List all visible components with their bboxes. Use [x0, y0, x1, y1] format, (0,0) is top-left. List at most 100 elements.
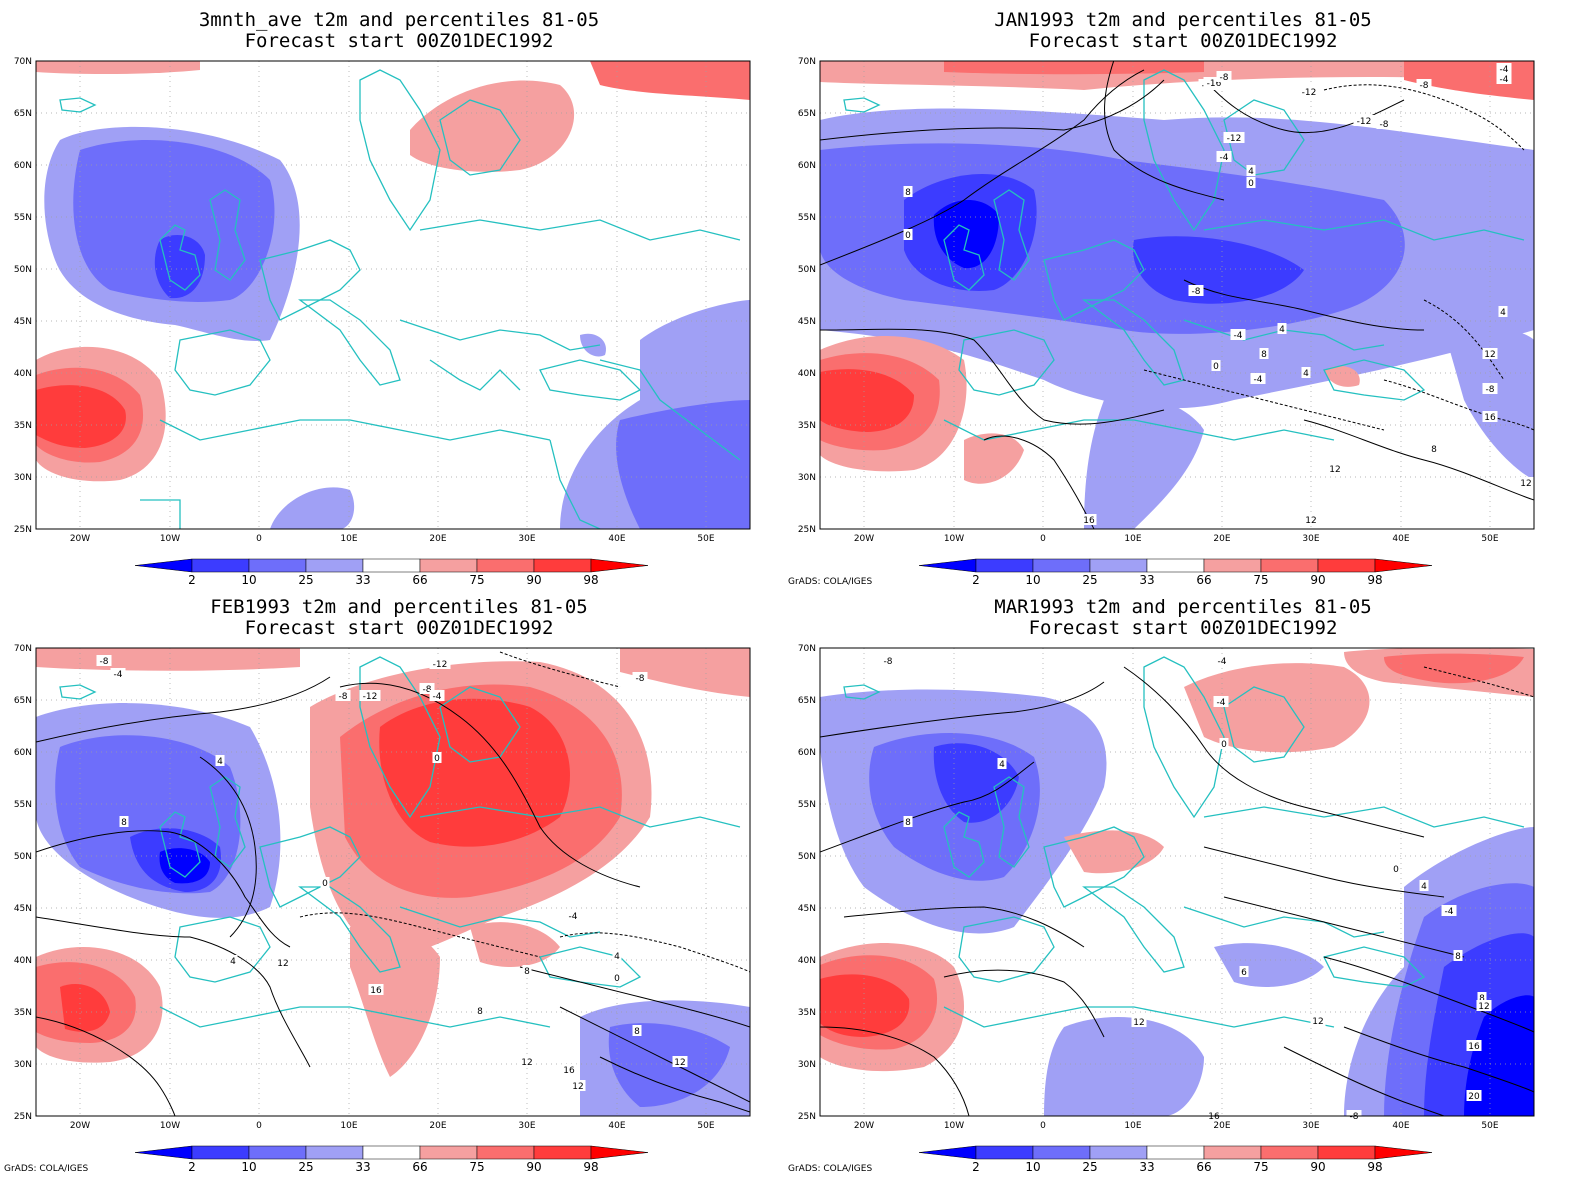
colorbar-tick-label: 90 — [1310, 1160, 1325, 1174]
temperature-contours — [820, 666, 1534, 1116]
contour-label: -8 — [339, 692, 348, 702]
colorbar: 2 10 25 33 66 75 90 98 — [918, 1145, 1433, 1174]
colorbar-tick-label: 75 — [469, 1160, 484, 1174]
contour-label-bg — [1239, 966, 1249, 977]
colorbar-tick-label: 90 — [526, 1160, 541, 1174]
contour-label-bg — [1482, 383, 1498, 394]
svg-text:0: 0 — [1040, 534, 1046, 544]
contour-label-bg — [1216, 71, 1232, 82]
svg-text:60N: 60N — [14, 748, 32, 758]
contour-label: -4 — [1500, 65, 1509, 75]
lat-lon-grid — [820, 648, 1534, 1116]
colorbar-tick-label: 66 — [412, 1160, 427, 1174]
colorbar-segment — [476, 1145, 535, 1160]
colorbar-segment — [1374, 558, 1433, 573]
svg-text:35N: 35N — [14, 421, 32, 431]
contour-label-bg — [368, 984, 384, 995]
svg-text:70N: 70N — [798, 644, 816, 654]
map-frame: 70N 65N 60N 55N 50N 45N 40N 35N 30N 25N 20W 10… — [0, 0, 798, 602]
contour-label-bg — [1327, 463, 1343, 474]
contour-label: 0 — [1393, 865, 1399, 875]
contour-label: -8 — [884, 657, 893, 667]
colorbar-tick-label: 75 — [469, 573, 484, 587]
svg-text:30E: 30E — [518, 534, 535, 544]
colorbar-tick-label: 25 — [1082, 573, 1097, 587]
contour-label: 0 — [322, 879, 328, 889]
contour-label-bg — [110, 668, 126, 679]
colorbar-segment — [918, 1145, 977, 1160]
contour-label-bg — [275, 957, 291, 968]
colorbar-segment — [419, 558, 478, 573]
colorbar-segment — [1260, 1145, 1319, 1160]
contour-label: -4 — [569, 912, 578, 922]
svg-text:25N: 25N — [14, 525, 32, 535]
svg-text:65N: 65N — [14, 696, 32, 706]
contour-label-bg — [672, 1056, 688, 1067]
panel-subtitle: Forecast start 00Z01DEC1992 — [1028, 30, 1338, 52]
contour-label: 8 — [524, 967, 530, 977]
contour-label-bg — [228, 955, 238, 966]
contour-label: -12 — [1227, 134, 1242, 144]
colorbar-tick-label: 2 — [972, 573, 980, 587]
svg-text:60N: 60N — [798, 161, 816, 171]
panel-subtitle: Forecast start 00Z01DEC1992 — [244, 30, 554, 52]
svg-text:35N: 35N — [14, 1008, 32, 1018]
contour-label: 4 — [217, 757, 223, 767]
svg-text:25N: 25N — [798, 525, 816, 535]
colorbar-segment — [305, 558, 364, 573]
contour-label-bg — [1496, 63, 1512, 74]
contour-label: -8 — [1192, 287, 1201, 297]
contour-label-bg — [632, 1025, 642, 1036]
lat-axis-labels: 70N 65N 60N 55N 50N 45N 40N 35N 30N 25N — [14, 57, 32, 535]
map-panel-mar1993: MAR1993 t2m and percentiles 81-05 Foreca… — [784, 587, 1582, 1185]
svg-text:10W: 10W — [160, 534, 180, 544]
svg-text:0: 0 — [256, 534, 262, 544]
svg-text:40E: 40E — [608, 534, 625, 544]
contour-label: 8 — [634, 1027, 640, 1037]
svg-text:30N: 30N — [798, 1060, 816, 1070]
contour-label: -4 — [1500, 75, 1509, 85]
colorbar-segment — [1032, 558, 1091, 573]
svg-text:30E: 30E — [1302, 1121, 1319, 1131]
colorbar-tick-label: 75 — [1253, 573, 1268, 587]
contour-label: 8 — [1261, 350, 1267, 360]
svg-text:50N: 50N — [798, 265, 816, 275]
contour-label-bg — [475, 1005, 485, 1016]
contour-label: -8 — [1220, 73, 1229, 83]
contour-label: 16 — [1468, 1042, 1480, 1052]
lat-axis-labels: 70N 65N 60N 55N 50N 45N 40N 35N 30N 25N — [798, 644, 816, 1122]
contour-label: 4 — [1421, 882, 1427, 892]
contour-label: -8 — [1350, 1112, 1359, 1122]
colorbar-tick-label: 33 — [1139, 573, 1154, 587]
contour-label-bg — [997, 758, 1007, 769]
contour-label-bg — [1188, 285, 1204, 296]
contour-label: 16 — [1208, 1112, 1220, 1122]
svg-text:55N: 55N — [798, 213, 816, 223]
contour-label-bg — [1376, 118, 1392, 129]
colorbar-segment — [918, 558, 977, 573]
svg-text:35N: 35N — [798, 1008, 816, 1018]
contour-label-bg — [903, 186, 913, 197]
colorbar-tick-label: 98 — [1367, 573, 1382, 587]
colorbar-segment — [1089, 1145, 1148, 1160]
percentile-shading — [36, 648, 750, 1116]
contour-label-bg — [1353, 115, 1375, 126]
svg-text:20E: 20E — [429, 534, 446, 544]
colorbar-segment — [191, 558, 250, 573]
colorbar-tick-label: 33 — [1139, 1160, 1154, 1174]
contour-label: -16 — [1207, 79, 1222, 89]
colorbar-tick-label: 98 — [1367, 1160, 1382, 1174]
contour-label-bg — [1223, 132, 1245, 143]
contour-label: -8 — [1420, 81, 1429, 91]
contour-label-bg — [1466, 1040, 1482, 1051]
contour-label: 0 — [1221, 740, 1227, 750]
contour-label: -8 — [1380, 120, 1389, 130]
svg-text:10W: 10W — [944, 534, 964, 544]
svg-text:60N: 60N — [14, 161, 32, 171]
colorbar-segment — [191, 1145, 250, 1160]
colorbar-segment — [248, 558, 307, 573]
contour-label: 8 — [905, 188, 911, 198]
colorbar-tick-label: 90 — [1310, 573, 1325, 587]
colorbar-segment — [305, 1145, 364, 1160]
contour-label-bg — [1482, 411, 1498, 422]
